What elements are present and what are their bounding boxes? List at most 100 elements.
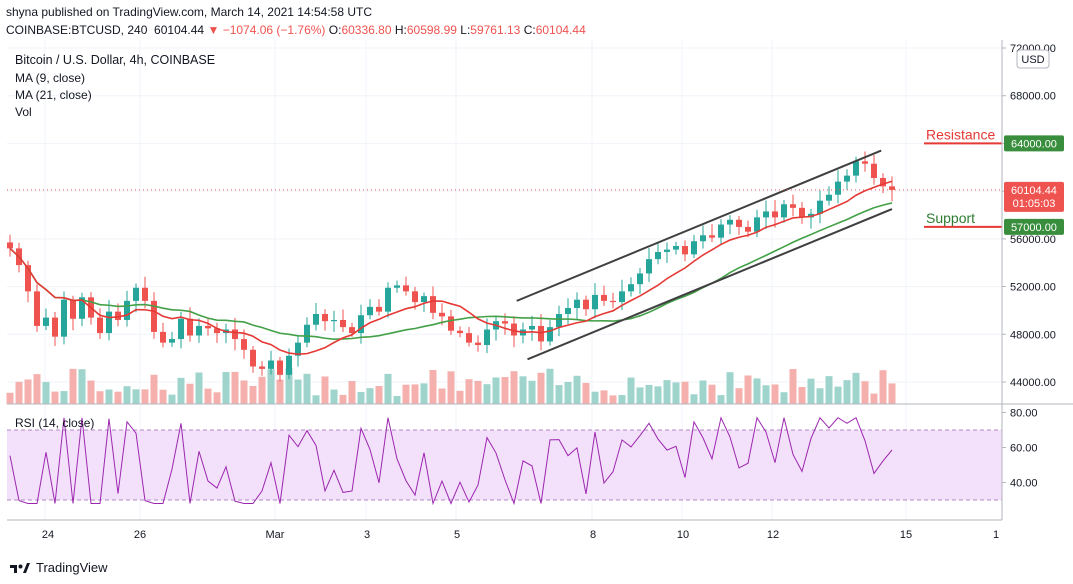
candle-body <box>151 300 157 332</box>
candle-body <box>709 235 715 238</box>
candlesticks <box>7 151 895 382</box>
candle-body <box>673 246 679 250</box>
volume-bar <box>852 372 860 404</box>
candle-body <box>844 175 850 182</box>
tradingview-logo[interactable]: TradingView <box>8 560 108 575</box>
candle-body <box>862 161 868 164</box>
currency-label[interactable]: USD <box>1021 54 1044 66</box>
volume-bar <box>330 389 338 404</box>
candle-body <box>682 246 688 255</box>
close-label: C: <box>523 23 536 37</box>
candle-body <box>736 219 742 227</box>
rsi-band <box>7 430 1002 500</box>
candle-body <box>448 316 454 331</box>
volume-bar <box>645 384 653 404</box>
volume-bar <box>717 395 725 404</box>
volume-bar <box>735 388 743 404</box>
volume-bar <box>465 379 473 404</box>
volume-bar <box>141 389 149 404</box>
candle-body <box>664 249 670 252</box>
candle-body <box>619 291 625 303</box>
volume-bar <box>825 376 833 404</box>
candle-body <box>718 224 724 238</box>
channel-lower-line[interactable] <box>527 208 893 361</box>
volume-bar <box>222 371 230 404</box>
time-tick-label: 24 <box>42 529 54 541</box>
candle-body <box>52 317 58 337</box>
currency-button[interactable]: USD <box>1016 49 1050 69</box>
volume-bar <box>267 369 275 404</box>
candle-body <box>268 360 274 369</box>
down-arrow-icon: ▼ <box>207 23 220 37</box>
price-axis[interactable]: 72000.0068000.0064000.0060000.0056000.00… <box>1002 43 1056 389</box>
legend-vol[interactable]: Vol <box>15 105 32 119</box>
volume-bar <box>105 389 113 404</box>
high-value: 60598.99 <box>406 23 457 37</box>
volume-bar <box>411 384 419 404</box>
legend-rsi[interactable]: RSI (14, close) <box>15 416 95 430</box>
support-label: Support <box>926 210 975 226</box>
volume-bar <box>294 379 302 404</box>
channel-upper-line[interactable] <box>516 149 882 302</box>
candle-body <box>160 331 166 343</box>
volume-bar <box>870 393 878 404</box>
volume-bar <box>609 395 617 404</box>
candle-body <box>727 219 733 225</box>
volume-bar <box>438 388 446 404</box>
candle-body <box>313 314 319 325</box>
volume-bar <box>240 380 248 404</box>
candle-body <box>34 291 40 326</box>
support-tag-bg <box>1004 218 1064 235</box>
candle-body <box>142 287 148 301</box>
last-price-tag-bg <box>1004 181 1064 212</box>
candle-body <box>889 186 895 190</box>
volume-bar <box>87 380 95 404</box>
open-value: 60336.80 <box>341 23 392 37</box>
volume-bar <box>699 380 707 404</box>
last-price-tag-text: 01:05:03 <box>1013 198 1056 210</box>
candle-body <box>538 325 544 342</box>
volume-bar <box>60 391 68 404</box>
time-axis[interactable]: 24 26 Mar 3 5 8 10 12 15 1 <box>42 529 999 541</box>
volume-bar <box>519 376 527 404</box>
candle-body <box>439 312 445 317</box>
volume-bar <box>33 374 41 404</box>
candle-body <box>556 314 562 328</box>
candle-body <box>196 325 202 336</box>
candle-body <box>835 181 841 195</box>
candle-body <box>187 318 193 336</box>
volume-bar <box>681 381 689 404</box>
low-label: L: <box>460 23 471 37</box>
volume-bar <box>708 384 716 404</box>
volume-bar <box>600 390 608 404</box>
candle-body <box>799 207 805 218</box>
volume-bar <box>744 375 752 404</box>
volume-bar <box>213 392 221 404</box>
candle-body <box>583 299 589 310</box>
volume-bar <box>546 368 554 404</box>
candle-body <box>601 294 607 301</box>
volume-bar <box>726 372 734 404</box>
rsi-axis[interactable]: 80.00 60.00 40.00 <box>1002 408 1038 490</box>
volume-bar <box>798 387 806 404</box>
volume-bar <box>384 373 392 404</box>
volume-bar <box>654 386 662 404</box>
volume-bar <box>843 380 851 404</box>
volume-bar <box>447 371 455 404</box>
legend-ma21[interactable]: MA (21, close) <box>15 88 92 102</box>
candle-body <box>385 287 391 312</box>
volume-bar <box>393 395 401 404</box>
candle-body <box>529 325 535 330</box>
candle-body <box>430 296 436 313</box>
candle-body <box>358 315 364 334</box>
time-tick-label: 8 <box>590 529 596 541</box>
volume-bar <box>402 384 410 404</box>
candle-body <box>790 204 796 208</box>
volume-bar <box>555 385 563 404</box>
candle-body <box>376 306 382 312</box>
candle-body <box>826 194 832 201</box>
volume-bar <box>834 386 842 404</box>
price-tick-label: 52000.00 <box>1010 282 1056 294</box>
legend-ma9[interactable]: MA (9, close) <box>15 71 86 85</box>
price-chart[interactable]: Resistance Support 72000.0068000.0064000… <box>0 40 1073 545</box>
